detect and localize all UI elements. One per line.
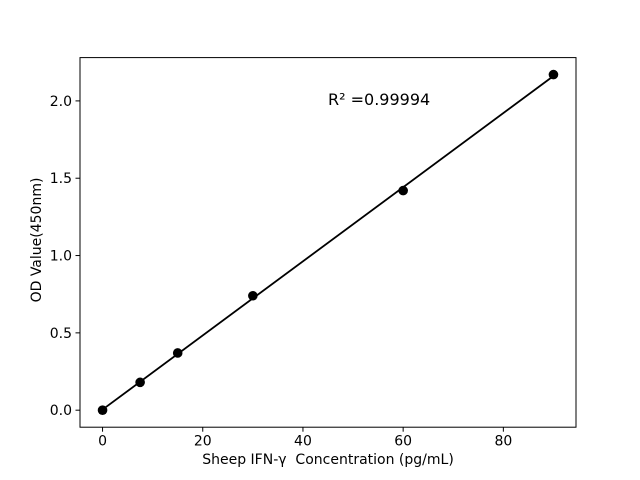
y-tick-label: 0.0	[50, 403, 72, 419]
y-tick-label: 0.5	[50, 326, 72, 342]
x-tick-label: 40	[294, 434, 312, 450]
x-tick-label: 80	[494, 434, 512, 450]
data-point	[548, 69, 559, 80]
plot-border	[79, 57, 577, 428]
y-tick-label: 1.0	[50, 249, 72, 265]
y-tick-label: 1.5	[50, 171, 72, 187]
data-point	[172, 348, 183, 358]
data-point	[248, 290, 258, 301]
x-axis-label: Sheep IFN-γ Concentration (pg/mL)	[202, 452, 454, 468]
x-tick-label: 60	[394, 434, 412, 450]
data-point	[135, 377, 145, 388]
data-point	[97, 405, 108, 415]
data-point	[398, 185, 408, 196]
fit-line	[101, 75, 555, 411]
x-tick-label: 0	[98, 434, 107, 450]
r-squared-annotation: R² =0.99994	[328, 90, 431, 109]
y-tick-label: 2.0	[50, 94, 72, 110]
y-axis-label: OD Value(450nm)	[29, 177, 45, 303]
x-tick-label: 20	[194, 434, 212, 450]
